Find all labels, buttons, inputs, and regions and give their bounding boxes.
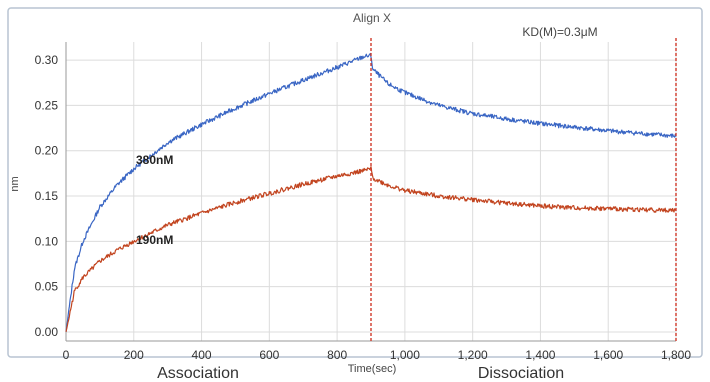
x-tick-label: 1,400 [525, 348, 555, 362]
chart-frame [7, 7, 703, 358]
phase-label-association: Association [157, 365, 239, 382]
x-tick-label: 1,200 [458, 348, 488, 362]
y-tick-label: 0.15 [35, 189, 59, 203]
y-tick-label: 0.00 [35, 325, 59, 339]
x-tick-label: 1,000 [390, 348, 420, 362]
y-tick-label: 0.10 [35, 234, 59, 248]
y-tick-label: 0.25 [35, 98, 59, 112]
series-line [65, 166, 677, 333]
x-tick-label: 600 [259, 348, 279, 362]
y-tick-label: 0.30 [35, 53, 59, 67]
grid-layer [65, 42, 677, 341]
y-axis-title: nm [9, 176, 21, 191]
y-tick-label: 0.05 [35, 280, 59, 294]
x-tick-label: 200 [124, 348, 144, 362]
series-label-380nm: 380nM [136, 153, 173, 167]
y-tick-label: 0.20 [35, 144, 59, 158]
marker-layer [370, 38, 677, 341]
series-layer [65, 52, 677, 333]
x-tick-label: 0 [63, 348, 70, 362]
axis-layer: 0.00 0.05 0.10 0.15 0.20 0.25 0.30 0 200 400 600 80… [35, 42, 691, 362]
series-line [65, 52, 677, 332]
phase-label-dissociation: Dissociation [478, 365, 564, 382]
kd-annotation: KD(M)=0.3μM [522, 25, 597, 39]
x-axis-title: Time(sec) [348, 363, 396, 375]
series-label-190nm: 190nM [136, 233, 173, 247]
x-tick-label: 1,800 [661, 348, 691, 362]
x-tick-label: 800 [327, 348, 347, 362]
chart-title: Align X [353, 11, 391, 25]
x-tick-label: 1,600 [593, 348, 623, 362]
x-tick-label: 400 [192, 348, 212, 362]
